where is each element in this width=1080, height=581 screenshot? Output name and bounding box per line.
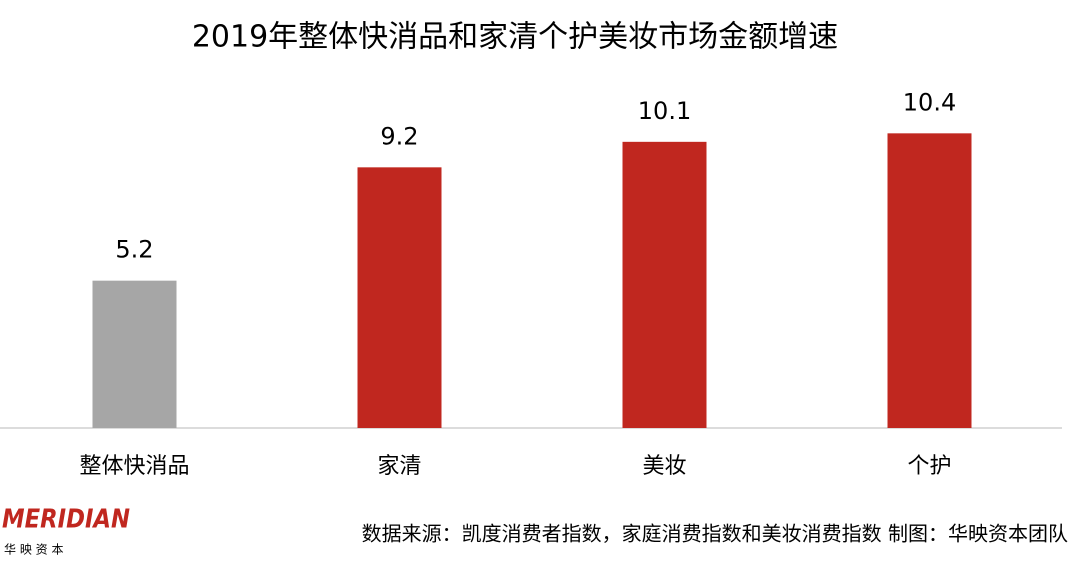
bar [357,167,442,429]
x-tick-label: 家清 [377,454,421,479]
data-label: 9.2 [380,122,418,150]
chart-title: 2019年整体快消品和家清个护美妆市场金额增速 [192,20,838,55]
logo: MERIDIAN [2,505,130,535]
data-label: 10.1 [638,97,691,125]
source-note: 数据来源：凯度消费者指数，家庭消费指数和美妆消费指数 制图：华映资本团队 [362,522,1068,546]
x-tick-label: 整体快消品 [79,454,189,479]
bar [622,141,707,429]
bar [92,280,177,428]
data-label: 5.2 [115,236,153,264]
x-tick-label: 个护 [907,454,951,479]
logo-subtitle: 华 映 资 本 [4,543,63,557]
data-label: 10.4 [903,88,956,116]
bar [887,133,972,429]
x-tick-label: 美妆 [642,454,686,479]
